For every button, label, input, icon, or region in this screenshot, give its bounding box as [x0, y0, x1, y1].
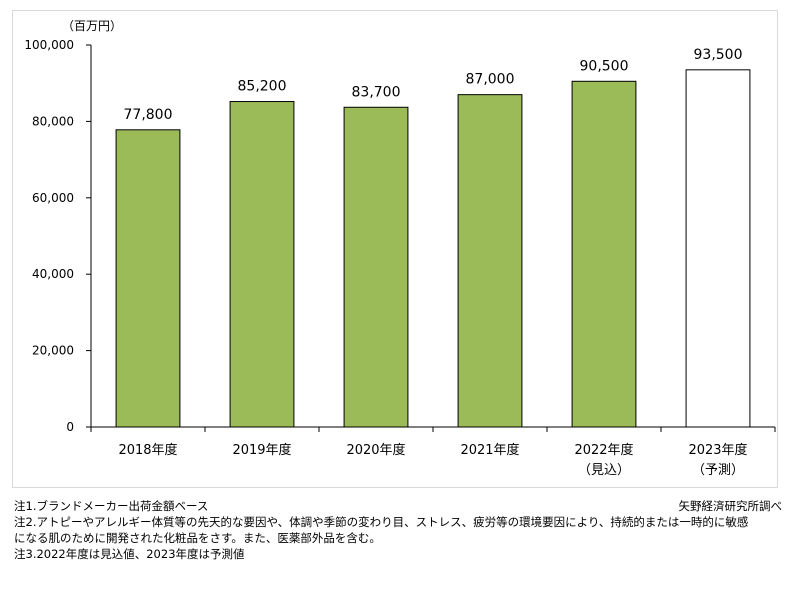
data-label: 87,000	[466, 72, 515, 88]
y-axis-unit-label: （百万円）	[62, 19, 122, 33]
chart-frame	[12, 10, 778, 488]
data-label: 77,800	[124, 107, 173, 123]
x-tick-sublabel: （予測）	[692, 463, 744, 478]
x-tick-sublabel: （見込）	[578, 463, 630, 478]
bar-2021年度	[457, 94, 523, 428]
bar-2022年度	[571, 80, 637, 428]
data-label: 85,200	[238, 79, 287, 95]
labels: 77,800 2018年度 85,200 2019年度 83,700 2020年度 87,0…	[118, 47, 747, 478]
bar-2023年度	[685, 69, 751, 428]
y-tick-label: 100,000	[24, 38, 74, 52]
bars	[115, 69, 751, 428]
bar-chart: （百万円） 0 20,000 40,000 60,000 80,000 100,000 7…	[24, 19, 776, 478]
note-3: 注3.2022年度は見込値、2023年度は予測値	[14, 547, 245, 561]
y-tick-label: 40,000	[32, 267, 74, 281]
x-tick-label: 2020年度	[346, 442, 405, 458]
notes: 注1.ブランドメーカー出荷金額ベース 注2.アトピーやアレルギー体質等の先天的な…	[14, 498, 784, 562]
note-2-continued: になる肌のために開発された化粧品をさす。また、医薬部外品を含む。	[14, 531, 381, 545]
x-tick-label: 2021年度	[460, 442, 519, 458]
data-label: 93,500	[694, 47, 743, 63]
bar-2020年度	[343, 106, 409, 428]
y-tick-label: 80,000	[32, 114, 74, 128]
bar-2019年度	[229, 101, 295, 428]
data-label: 83,700	[352, 84, 401, 100]
x-tick-label: 2022年度	[574, 442, 633, 458]
note-2: 注2.アトピーやアレルギー体質等の先天的な要因や、体調や季節の変わり目、ストレス…	[14, 515, 749, 529]
x-tick-label: 2023年度	[688, 442, 747, 458]
axes: 0 20,000 40,000 60,000 80,000 100,000	[24, 38, 776, 434]
note-1: 注1.ブランドメーカー出荷金額ベース	[14, 499, 209, 513]
y-tick-label: 60,000	[32, 191, 74, 205]
bar-2018年度	[115, 129, 181, 428]
source-credit: 矢野経済研究所調べ	[678, 499, 783, 513]
y-tick-label: 0	[66, 420, 74, 434]
y-tick-label: 20,000	[32, 344, 74, 358]
x-tick-label: 2018年度	[118, 442, 177, 458]
data-label: 90,500	[580, 58, 629, 74]
x-tick-label: 2019年度	[232, 442, 291, 458]
